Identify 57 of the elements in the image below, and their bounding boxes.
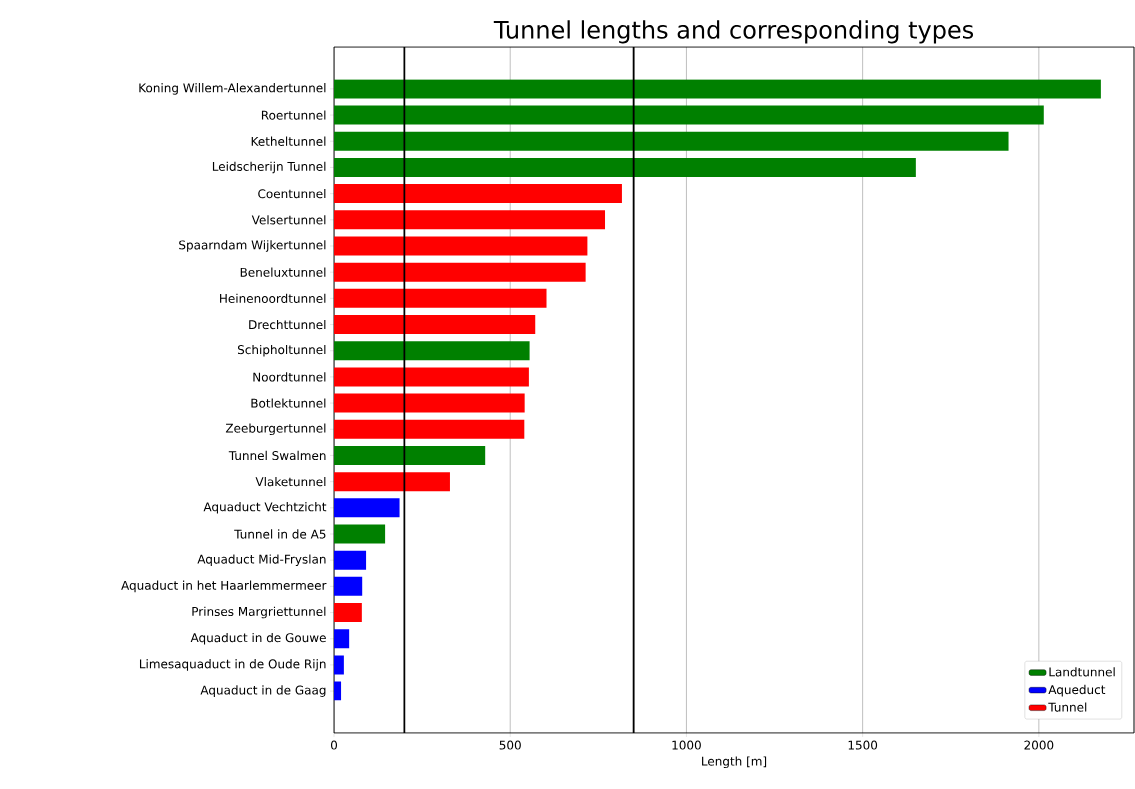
bar [334,419,525,439]
y-tick-label: Velsertunnel [251,215,326,225]
x-tick-label: 0 [330,740,338,750]
y-tick-label: Schipholtunnel [237,344,326,357]
y-tick-label: Limesaquaduct in de Oude Rijn [139,659,326,671]
y-tick-label: Noordtunnel [253,372,326,382]
bar [334,105,1044,125]
legend-label: Tunnel [1048,702,1087,712]
x-axis-title: Length [m] [702,756,767,769]
y-tick-label: Beneluxtunnel [240,267,326,277]
bar [334,524,386,544]
bar [334,603,362,623]
bar [334,262,586,282]
x-tick-label: 1500 [848,740,878,750]
y-tick-label: Tunnel Swalmen [228,450,326,461]
bar [334,131,1009,151]
bar [334,629,350,649]
y-tick-label: Aquaduct in het Haarlemmermeer [121,580,327,593]
bar [334,236,588,256]
y-tick-label: Coentunnel [258,188,326,199]
y-tick-label: Roertunnel [261,110,326,120]
legend-label: Aqueduct [1048,684,1106,697]
y-tick-label: Zeeburgertunnel [225,423,326,436]
bar [334,288,547,308]
bar [334,367,529,387]
bar [334,393,525,413]
bar [334,576,363,596]
y-tick-label: Prinses Margriettunnel [192,606,326,619]
y-tick-label: Botlektunnel [251,398,326,408]
bar [334,550,367,570]
y-tick-label: Aquaduct in de Gouwe [190,632,326,645]
y-tick-label: Aquaduct Vechtzicht [203,502,327,514]
y-tick-label: Heinenoordtunnel [220,293,326,303]
bar [334,157,916,177]
y-tick-label: Spaarndam Wijkertunnel [179,240,326,252]
bar [334,472,450,492]
bar [334,655,344,675]
x-tick-label: 2000 [1024,740,1054,750]
y-tick-label: Ketheltunnel [251,136,326,146]
x-tick-label: 500 [499,740,521,750]
y-tick-label: Koning Willem-Alexandertunnel [139,83,326,95]
legend-label: Landtunnel [1049,667,1115,677]
bar [334,210,606,230]
y-tick-label: Vlaketunnel [255,477,326,487]
bar [334,445,486,465]
chart-title: Tunnel lengths and corresponding types [493,20,974,44]
y-tick-label: Aquaduct in de Gaag [200,685,326,697]
bar [334,184,622,204]
bar [334,341,530,361]
x-tick-label: 1000 [672,740,701,750]
y-tick-label: Aquaduct Mid-Fryslan [197,554,326,566]
y-tick-label: Tunnel in de A5 [234,529,326,539]
bar [334,498,400,518]
y-tick-label: Drechttunnel [249,319,326,330]
bar [334,315,536,335]
bar [334,79,1101,99]
y-tick-label: Leidscherijn Tunnel [212,161,326,174]
